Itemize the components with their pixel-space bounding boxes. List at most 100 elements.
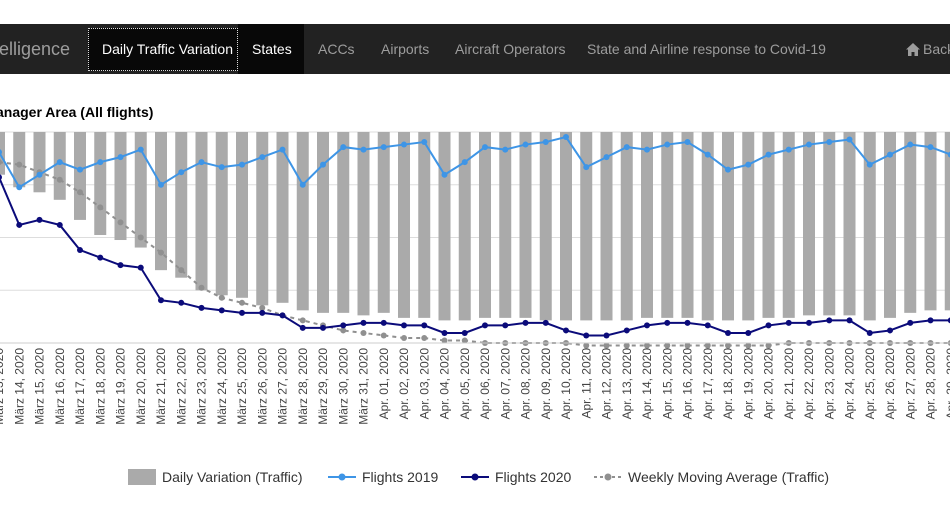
- point-flights-2020: [158, 297, 164, 304]
- bar-daily-variation: [762, 132, 775, 318]
- x-tick-label: Apr. 02, 2020: [397, 348, 411, 420]
- point-flights-2019: [0, 149, 2, 155]
- nav-aircraft-operators[interactable]: Aircraft Operators: [455, 41, 566, 57]
- x-tick-label: März 15, 2020: [33, 348, 47, 425]
- bar-daily-variation: [256, 132, 269, 306]
- bar-daily-variation: [904, 132, 917, 313]
- point-flights-2020: [421, 322, 428, 329]
- bar-daily-variation: [13, 132, 26, 188]
- bar-daily-variation: [337, 132, 350, 313]
- bar-daily-variation: [53, 132, 66, 200]
- home-link[interactable]: Back: [906, 24, 950, 74]
- point-flights-2020: [583, 332, 590, 339]
- bar-daily-variation: [33, 132, 46, 193]
- point-flights-2019: [218, 164, 225, 171]
- point-flights-2019: [239, 161, 245, 168]
- x-tick-label: Apr. 04, 2020: [438, 348, 452, 420]
- x-tick-label: März 30, 2020: [336, 348, 350, 425]
- point-flights-2019: [97, 159, 104, 166]
- x-tick-label: März 19, 2020: [114, 348, 128, 425]
- bar-daily-variation: [357, 132, 370, 316]
- bar-daily-variation: [863, 132, 876, 321]
- x-tick-label: Apr. 17, 2020: [701, 348, 715, 420]
- point-moving-average: [77, 189, 83, 196]
- bar-daily-variation: [317, 132, 329, 313]
- point-flights-2019: [907, 141, 914, 148]
- point-flights-2019: [360, 146, 367, 153]
- bar-daily-variation: [215, 132, 228, 296]
- nav-covid-response[interactable]: State and Airline response to Covid-19: [587, 41, 826, 57]
- bar-daily-variation: [701, 132, 714, 321]
- point-flights-2020: [623, 327, 630, 334]
- point-flights-2020: [299, 324, 306, 331]
- point-flights-2019: [603, 154, 610, 161]
- point-flights-2020: [947, 317, 950, 324]
- bar-daily-variation: [539, 132, 552, 321]
- point-moving-average: [583, 342, 590, 349]
- nav-states[interactable]: States: [238, 24, 304, 74]
- point-moving-average: [239, 299, 245, 306]
- bar-daily-variation: [742, 132, 755, 321]
- x-tick-label: Apr. 25, 2020: [863, 348, 877, 420]
- point-flights-2019: [441, 171, 448, 178]
- nav-accs[interactable]: ACCs: [318, 41, 355, 57]
- x-tick-label: März 17, 2020: [73, 348, 87, 425]
- point-flights-2019: [502, 146, 509, 153]
- bar-daily-variation: [641, 132, 653, 318]
- x-tick-label: März 23, 2020: [195, 348, 209, 425]
- x-tick-label: März 22, 2020: [174, 348, 188, 425]
- point-flights-2019: [36, 171, 43, 178]
- legend-label-moving-average: Weekly Moving Average (Traffic): [628, 469, 830, 485]
- point-flights-2020: [36, 216, 43, 223]
- point-flights-2019: [320, 161, 326, 168]
- brand-name[interactable]: telligence: [0, 39, 71, 59]
- point-flights-2019: [704, 151, 711, 158]
- bar-daily-variation: [195, 132, 208, 291]
- bar-daily-variation: [377, 132, 390, 313]
- x-tick-label: März 26, 2020: [255, 348, 269, 425]
- point-flights-2020: [137, 264, 144, 271]
- bar-daily-variation: [236, 132, 248, 298]
- nav-airports[interactable]: Airports: [381, 41, 430, 57]
- point-flights-2019: [56, 159, 63, 166]
- x-tick-label: Apr. 05, 2020: [458, 348, 472, 420]
- point-flights-2019: [401, 141, 407, 148]
- x-tick-label: Apr. 19, 2020: [741, 348, 755, 420]
- point-flights-2019: [563, 134, 569, 141]
- x-tick-label: Apr. 15, 2020: [660, 348, 674, 420]
- point-flights-2019: [299, 181, 306, 188]
- point-flights-2019: [785, 146, 792, 153]
- bar-daily-variation: [944, 132, 950, 311]
- point-flights-2020: [380, 319, 387, 326]
- x-tick-label: Apr. 01, 2020: [377, 348, 391, 420]
- point-moving-average: [0, 159, 2, 165]
- bar-daily-variation: [398, 132, 410, 318]
- point-flights-2019: [137, 146, 144, 153]
- navbar: telligence Daily Traffic Variation State…: [0, 24, 950, 74]
- point-flights-2019: [806, 141, 812, 148]
- point-flights-2019: [947, 151, 950, 158]
- point-flights-2020: [907, 319, 914, 326]
- legend-bar-swatch: [128, 469, 156, 485]
- x-tick-label: Apr. 10, 2020: [559, 348, 573, 420]
- point-flights-2020: [97, 254, 104, 261]
- point-flights-2019: [623, 144, 630, 151]
- traffic-chart: März 13, 2020 März 14, 2020 März 15, 2020 M…: [0, 131, 950, 425]
- x-tick-label: Apr. 08, 2020: [519, 348, 533, 420]
- x-tick-label: Apr. 23, 2020: [822, 348, 836, 420]
- x-tick-label: März 21, 2020: [154, 348, 168, 425]
- point-moving-average: [765, 342, 772, 349]
- point-flights-2020: [745, 329, 752, 336]
- point-moving-average: [117, 219, 124, 226]
- point-flights-2020: [563, 327, 569, 334]
- point-flights-2020: [846, 317, 853, 324]
- bar-daily-variation: [884, 132, 896, 318]
- nav-daily-traffic-variation[interactable]: Daily Traffic Variation: [88, 28, 238, 71]
- point-flights-2020: [117, 262, 124, 269]
- point-flights-2019: [826, 139, 833, 146]
- point-flights-2020: [178, 299, 185, 306]
- point-flights-2020: [401, 322, 407, 329]
- point-flights-2020: [360, 319, 367, 326]
- point-flights-2020: [218, 307, 225, 314]
- point-flights-2019: [644, 146, 650, 153]
